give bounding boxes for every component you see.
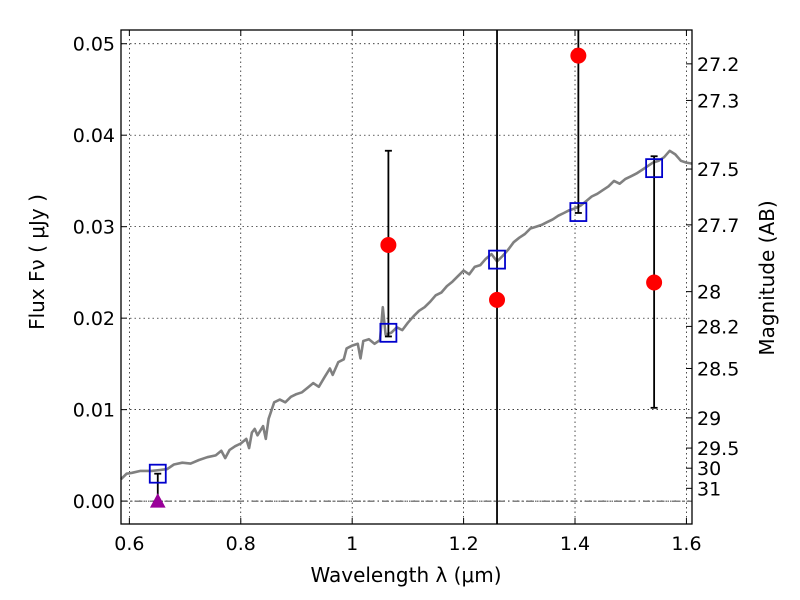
- model-photometry-square: [379, 322, 398, 343]
- y-axis-label-right: Magnitude (AB): [755, 200, 779, 355]
- model-photometry-square: [569, 202, 588, 222]
- model-spectrum: [120, 149, 693, 481]
- observed-flux-point: [380, 236, 397, 253]
- y-axis-label-left: Flux Fν ( μJy ): [25, 194, 49, 330]
- grid-lines: [121, 30, 692, 524]
- y-tick-label: 0.02: [73, 308, 115, 330]
- y-tick-label: 0.00: [73, 491, 115, 513]
- right-tick-label: 27.3: [697, 90, 739, 112]
- x-tick-label: 1.2: [448, 533, 478, 555]
- observed-flux-point: [570, 47, 587, 64]
- right-tick-label: 27.5: [697, 159, 739, 181]
- right-tick-label: 27.2: [697, 54, 739, 76]
- right-tick-label: 29.5: [697, 438, 739, 460]
- right-tick-label: 30: [697, 458, 721, 480]
- model-photometry-square: [645, 158, 664, 179]
- x-tick-label: 1.4: [560, 533, 590, 555]
- right-tick-label: 28.5: [697, 358, 739, 380]
- right-tick-label: 27.7: [697, 215, 739, 237]
- x-tick-label: 0.8: [226, 533, 256, 555]
- observed-flux-point: [489, 291, 506, 308]
- right-tick-label: 28: [697, 282, 721, 304]
- y-tick-label: 0.04: [73, 125, 115, 147]
- x-axis-label: Wavelength λ (μm): [310, 563, 501, 587]
- right-tick-label: 29: [697, 408, 721, 430]
- right-tick-label: 28.2: [697, 316, 739, 338]
- right-tick-label: 31: [697, 478, 721, 500]
- model-photometry-square: [488, 249, 506, 270]
- x-tick-label: 0.6: [114, 533, 144, 555]
- axis-ticks: [121, 30, 692, 524]
- x-tick-label: 1.6: [671, 533, 701, 555]
- x-tick-label: 1: [346, 533, 358, 555]
- y-tick-label: 0.01: [73, 400, 115, 422]
- y-tick-label: 0.05: [73, 34, 115, 56]
- upper-limit-triangle: [149, 493, 166, 508]
- tick-labels: 0.6 0.8 1 1.2 1.4 1.6 0.00 0.01 0.02 0.03 0.04 0.05…: [73, 34, 740, 555]
- data-markers: [148, 47, 664, 508]
- model-photometry-square: [148, 463, 167, 484]
- spectrum-line: [120, 149, 693, 481]
- plot-frame: [120, 29, 693, 525]
- y-tick-label: 0.03: [73, 217, 115, 239]
- observed-flux-point: [646, 274, 663, 291]
